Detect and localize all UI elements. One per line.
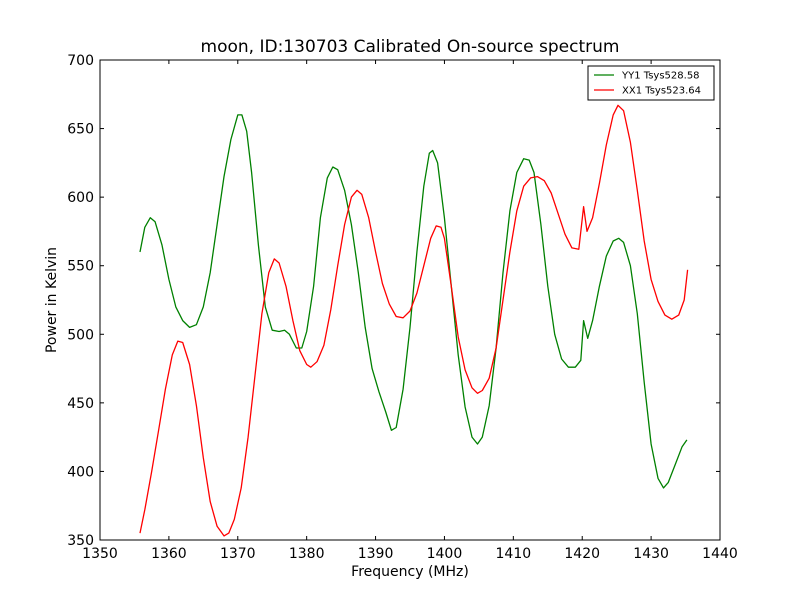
x-tick-label: 1410 xyxy=(496,546,532,562)
x-tick-label: 1370 xyxy=(220,546,256,562)
y-tick-label: 400 xyxy=(67,464,94,480)
x-axis-label: Frequency (MHz) xyxy=(351,564,469,580)
y-tick-label: 500 xyxy=(67,327,94,343)
y-tick-label: 550 xyxy=(67,259,94,275)
legend: YY1 Tsys528.58 XX1 Tsys523.64 xyxy=(587,65,715,101)
x-tick-label: 1380 xyxy=(289,546,325,562)
series-line-xx1 xyxy=(139,104,689,537)
y-tick-label: 350 xyxy=(67,533,94,549)
x-tick-label: 1430 xyxy=(633,546,669,562)
series-layer xyxy=(139,104,689,537)
plot-frame xyxy=(99,59,721,541)
x-axis: 1350 1360 1370 1380 1390 1400 1410 1420 1430 1440 xyxy=(82,60,738,562)
y-tick-label: 450 xyxy=(67,396,94,412)
series-line-yy1 xyxy=(139,114,688,489)
x-tick-label: 1350 xyxy=(82,546,118,562)
legend-box xyxy=(587,65,715,101)
y-tick-label: 700 xyxy=(67,53,94,69)
y-tick-label: 600 xyxy=(67,190,94,206)
x-tick-label: 1420 xyxy=(564,546,600,562)
y-axis: 350 400 450 500 550 600 650 700 xyxy=(67,53,720,549)
y-axis-label: Power in Kelvin xyxy=(44,247,60,353)
legend-entry: YY1 Tsys528.58 xyxy=(621,71,700,82)
x-tick-label: 1360 xyxy=(151,546,187,562)
y-tick-label: 650 xyxy=(67,122,94,138)
x-tick-label: 1400 xyxy=(427,546,463,562)
legend-entry: XX1 Tsys523.64 xyxy=(622,86,701,97)
x-tick-label: 1390 xyxy=(358,546,394,562)
chart-title: moon, ID:130703 Calibrated On-source spe… xyxy=(201,37,620,57)
x-tick-label: 1440 xyxy=(702,546,738,562)
